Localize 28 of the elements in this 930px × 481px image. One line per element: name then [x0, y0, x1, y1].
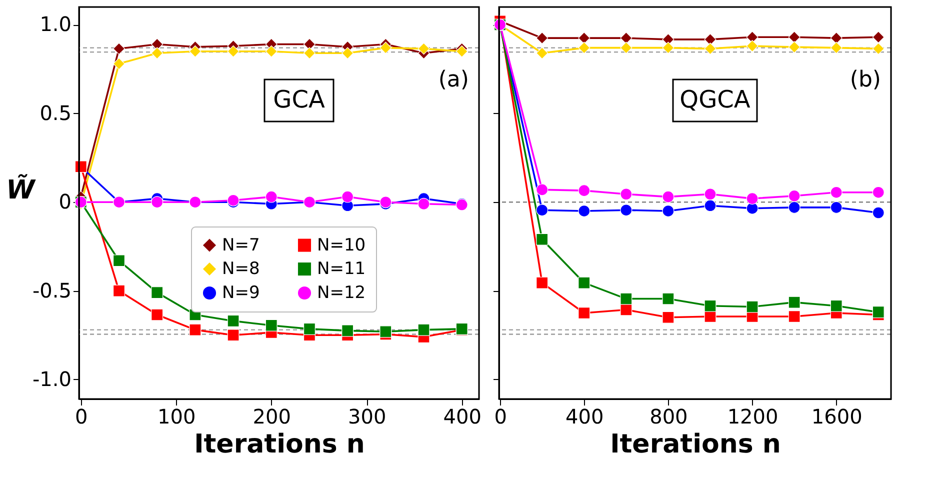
x-tick-label: 200: [252, 404, 291, 428]
x-axis-title: Iterations n: [610, 430, 781, 460]
legend-label: N=7: [222, 235, 260, 256]
legend-label: N=10: [317, 235, 366, 256]
legend-label: N=8: [222, 259, 260, 280]
x-tick-label: 0: [75, 404, 88, 428]
x-tick-label: 0: [494, 404, 507, 428]
legend-label: N=12: [317, 283, 366, 304]
annotation: GCA: [273, 86, 326, 114]
y-axis-title: W̃: [6, 174, 36, 206]
x-tick-label: 400: [443, 404, 482, 428]
annotation: (b): [850, 68, 881, 93]
x-tick-label: 100: [158, 404, 196, 428]
y-tick-label: -1.0: [32, 366, 72, 391]
y-tick-label: 0.5: [40, 100, 72, 125]
legend-label: N=11: [317, 259, 366, 280]
x-tick-label: 300: [348, 404, 386, 428]
annotation: QGCA: [680, 86, 751, 114]
y-tick-label: 1.0: [40, 12, 72, 36]
x-axis-title: Iterations n: [194, 430, 365, 460]
y-tick-label: -0.5: [32, 278, 72, 302]
x-tick-label: 800: [650, 404, 688, 428]
x-tick-label: 400: [566, 404, 604, 428]
x-tick-label: 1200: [727, 404, 778, 428]
y-tick-label: 0: [58, 190, 72, 214]
legend-label: N=9: [222, 283, 260, 304]
x-tick-label: 1600: [811, 404, 862, 428]
annotation: (a): [438, 68, 469, 93]
